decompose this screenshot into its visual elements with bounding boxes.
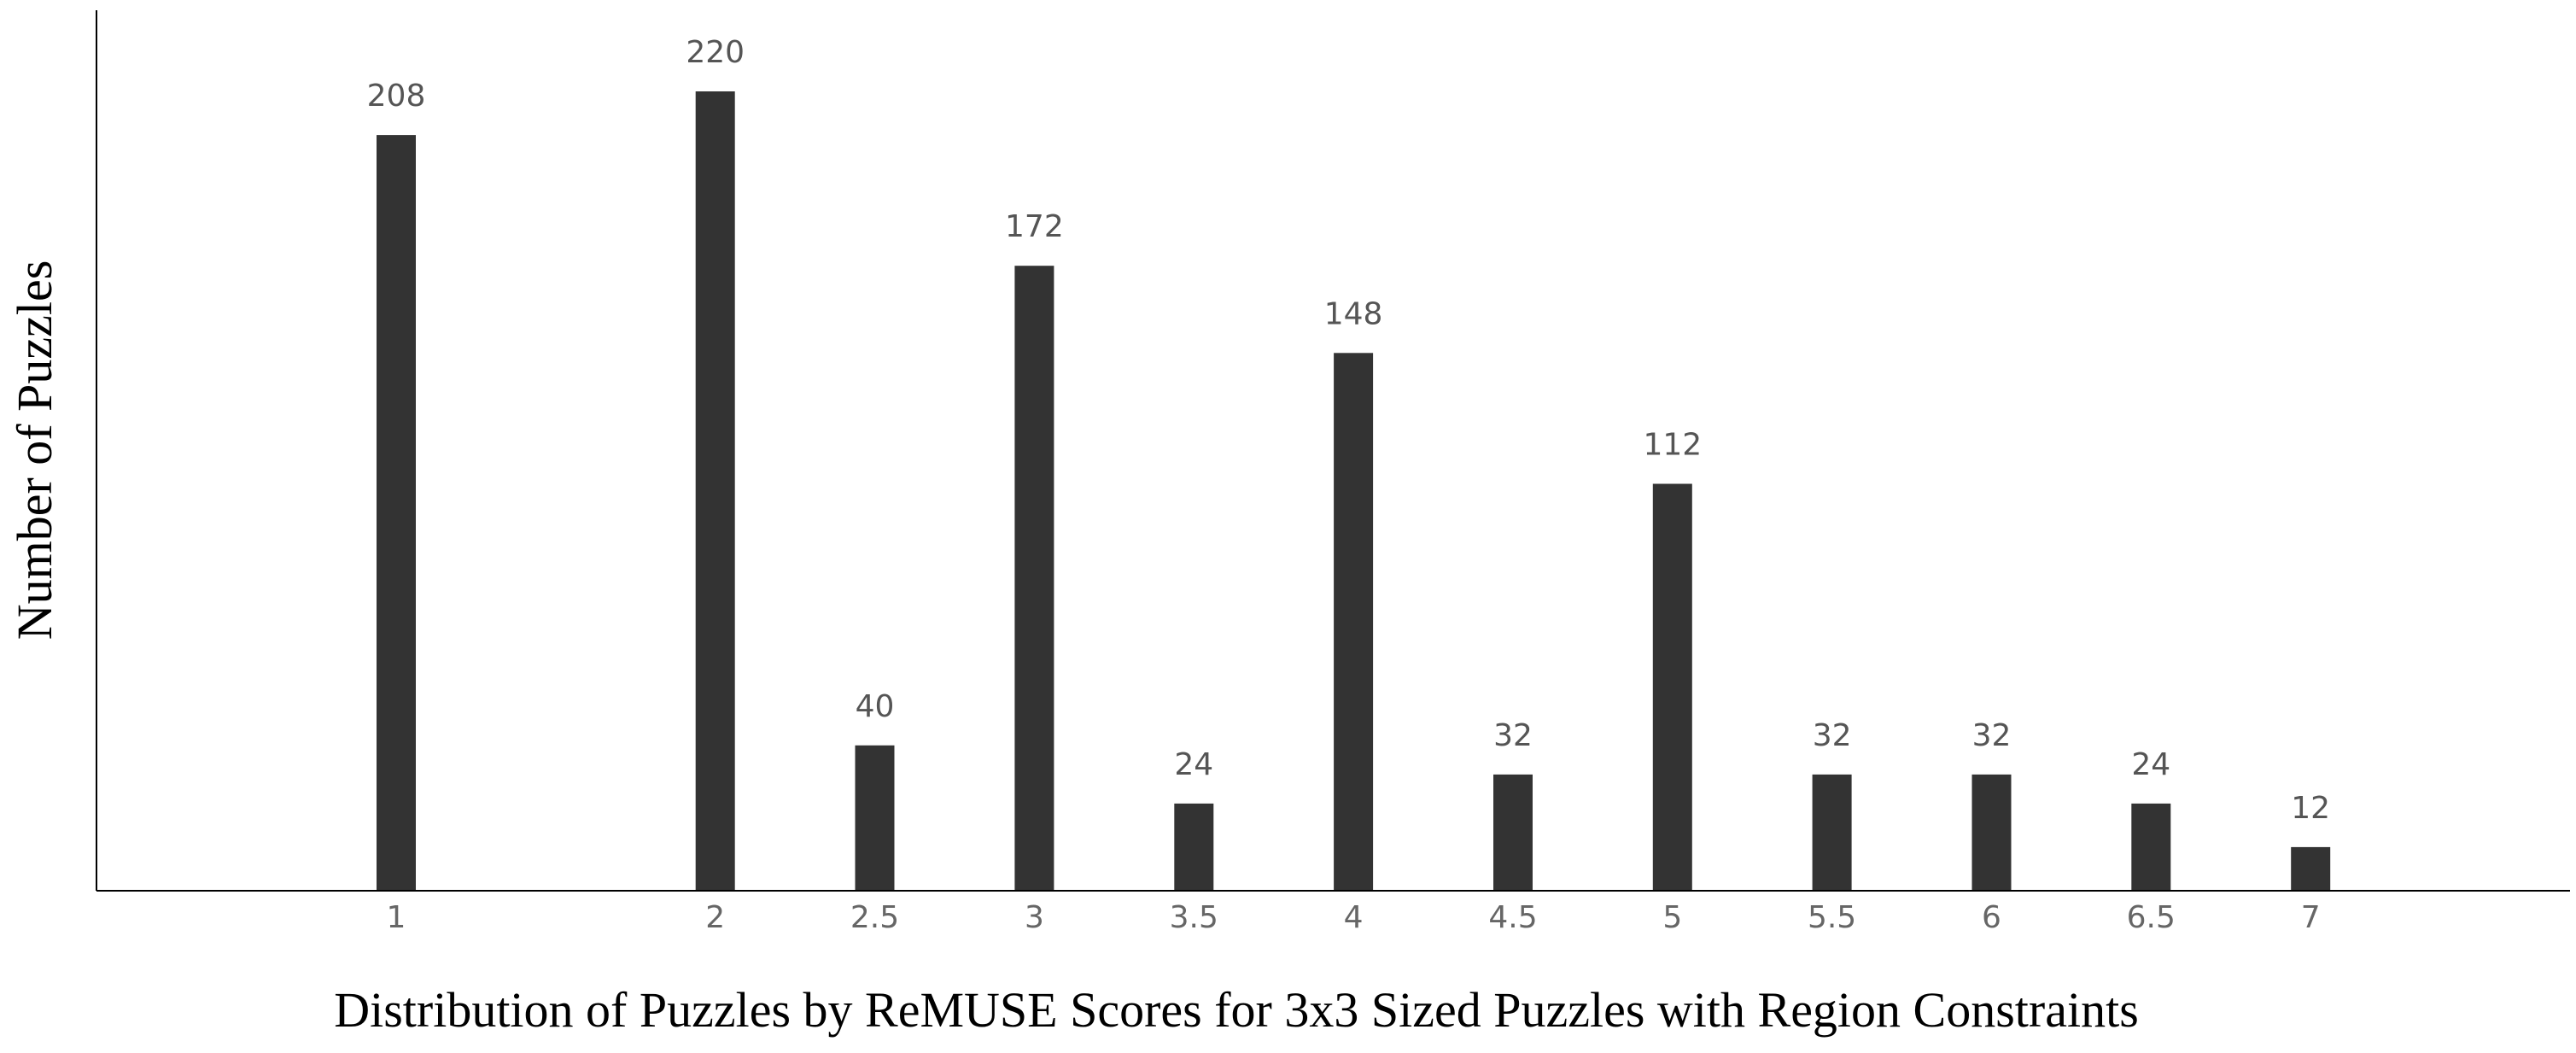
bar-3.5 xyxy=(1174,803,1214,891)
data-label-3.5: 24 xyxy=(1174,747,1213,782)
x-tick-label-6.5: 6.5 xyxy=(2127,900,2176,935)
data-label-4.5: 32 xyxy=(1493,718,1533,753)
data-label-6: 32 xyxy=(1972,718,2012,753)
x-tick-labels-layer: 1 2 2.5 3 3.5 4 4.5 5 5.5 6 6.5 7 xyxy=(387,900,2321,935)
bar-7 xyxy=(2291,846,2331,891)
data-label-2: 220 xyxy=(686,35,745,70)
value-labels-layer: 208 220 40 172 24 148 32 112 32 32 24 12 xyxy=(367,35,2330,826)
x-tick-label-5: 5 xyxy=(1662,900,1682,935)
x-tick-label-6: 6 xyxy=(1982,900,2001,935)
data-label-7: 12 xyxy=(2291,791,2330,826)
bar-5.5 xyxy=(1812,774,1852,891)
bar-6 xyxy=(1971,774,2012,891)
x-tick-label-7: 7 xyxy=(2301,900,2321,935)
x-tick-label-3.5: 3.5 xyxy=(1170,900,1218,935)
x-tick-label-2.5: 2.5 xyxy=(850,900,899,935)
bar-1 xyxy=(377,135,416,892)
x-tick-label-5.5: 5.5 xyxy=(1808,900,1856,935)
x-tick-label-4.5: 4.5 xyxy=(1488,900,1537,935)
data-label-2.5: 40 xyxy=(856,689,895,724)
x-axis-title: Distribution of Puzzles by ReMUSE Scores… xyxy=(334,982,2139,1038)
bar-4 xyxy=(1334,353,1374,891)
data-label-1: 208 xyxy=(367,79,426,114)
bar-2 xyxy=(695,91,735,891)
x-tick-label-4: 4 xyxy=(1344,900,1364,935)
data-label-3: 172 xyxy=(1005,209,1064,244)
bar-2.5 xyxy=(855,745,895,891)
data-label-6.5: 24 xyxy=(2131,747,2170,782)
y-axis-title: Number of Puzzles xyxy=(7,260,62,641)
bar-5 xyxy=(1652,483,1692,891)
x-tick-label-1: 1 xyxy=(387,900,406,935)
bar-6.5 xyxy=(2131,803,2171,891)
data-label-5.5: 32 xyxy=(1813,718,1852,753)
data-label-4: 148 xyxy=(1324,296,1383,331)
x-tick-label-3: 3 xyxy=(1025,900,1044,935)
bars-layer xyxy=(377,91,2331,892)
bar-4.5 xyxy=(1493,774,1533,891)
data-label-5: 112 xyxy=(1643,428,1702,463)
x-tick-label-2: 2 xyxy=(705,900,725,935)
bar-3 xyxy=(1014,266,1054,891)
